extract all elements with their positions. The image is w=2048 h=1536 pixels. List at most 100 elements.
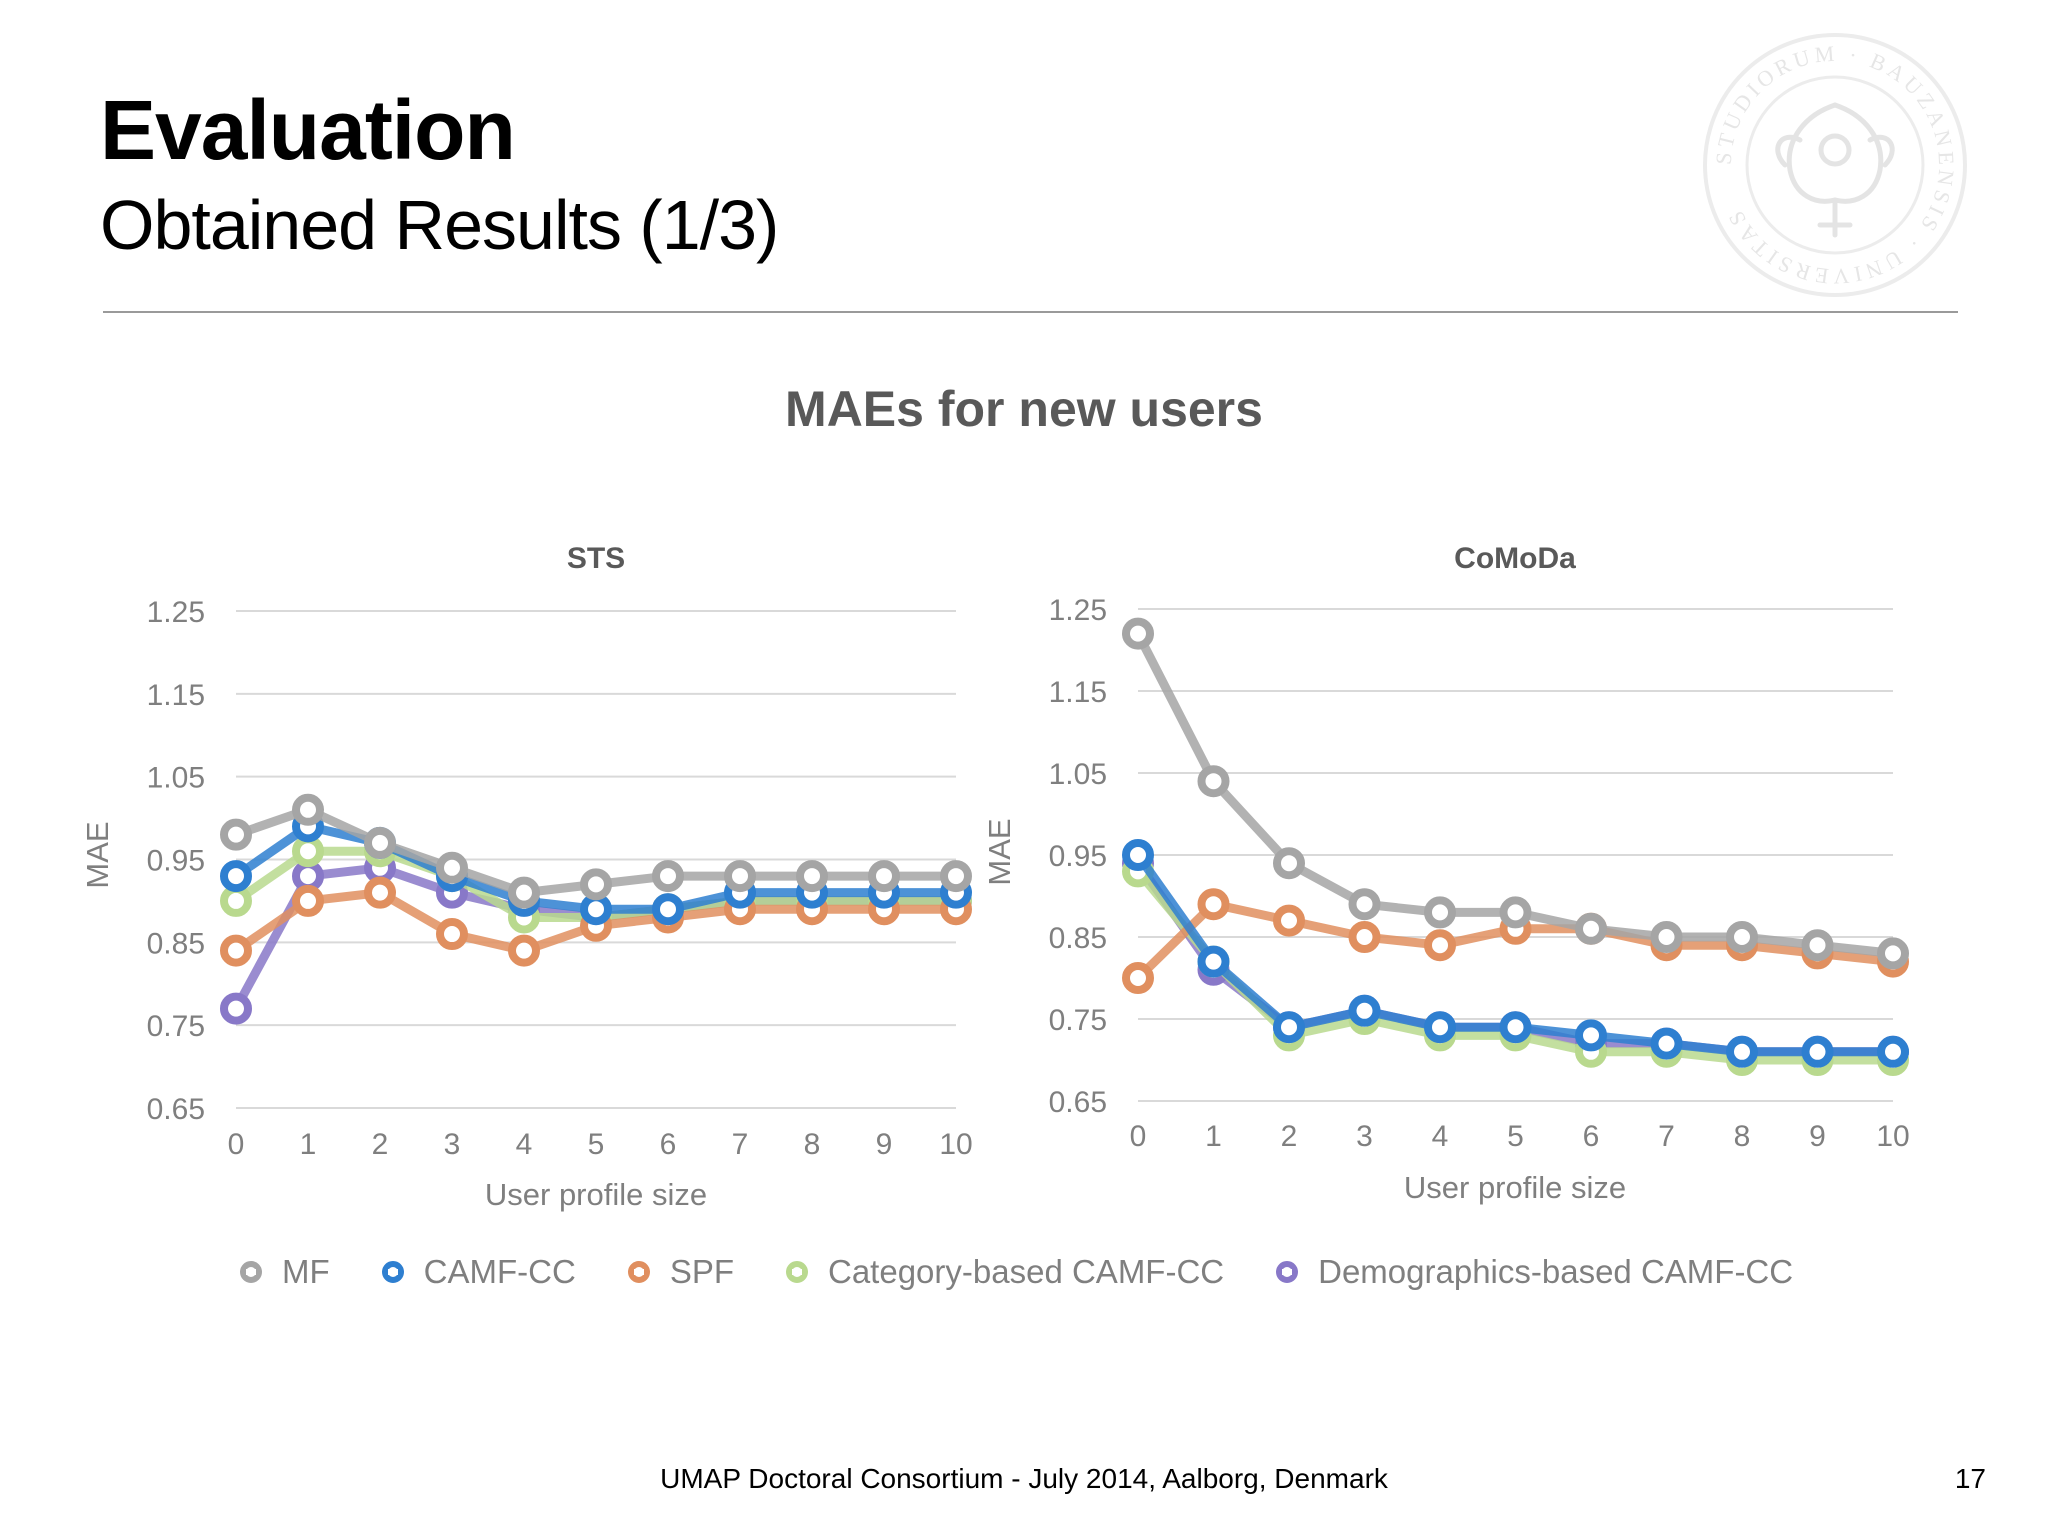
x-tick-label: 10 <box>939 1128 972 1161</box>
data-point <box>292 860 324 893</box>
x-axis-label: User profile size <box>485 1177 707 1212</box>
slide-title: Evaluation <box>100 83 516 177</box>
data-point <box>1424 1011 1456 1044</box>
legend-marker-icon <box>240 1261 262 1283</box>
legend-label: MF <box>282 1253 330 1290</box>
y-tick-label: 1.15 <box>147 679 205 712</box>
data-point <box>796 860 828 893</box>
data-point <box>292 884 324 917</box>
y-tick-label: 0.95 <box>147 845 205 878</box>
data-point <box>1348 994 1381 1027</box>
legend-item: SPF <box>627 1253 734 1291</box>
x-tick-label: 3 <box>1356 1120 1373 1153</box>
data-point <box>292 793 324 826</box>
x-tick-label: 10 <box>1876 1120 1909 1153</box>
series-mf <box>220 793 972 909</box>
x-tick-label: 2 <box>372 1128 389 1161</box>
data-point <box>364 826 396 859</box>
y-tick-label: 1.25 <box>147 596 205 629</box>
slide-subtitle: Obtained Results (1/3) <box>100 186 779 264</box>
data-point <box>1197 945 1230 978</box>
data-point <box>436 851 468 884</box>
data-point <box>220 884 252 917</box>
legend-marker-icon <box>627 1261 650 1283</box>
y-tick-label: 0.85 <box>1049 922 1107 955</box>
y-tick-label: 0.95 <box>1049 840 1107 873</box>
data-point <box>220 860 252 893</box>
x-tick-label: 6 <box>1583 1120 1600 1153</box>
data-point <box>1499 896 1532 929</box>
data-point <box>1122 617 1154 650</box>
data-point <box>436 918 468 951</box>
legend-marker-icon <box>381 1261 404 1283</box>
data-point <box>652 893 684 926</box>
x-tick-label: 7 <box>732 1128 749 1161</box>
chart-panel-comoda: CoMoDa 1.25 1.15 1.05 0.95 0.85 0.75 0.65 0 1 2 3 4 5… <box>982 542 1910 1205</box>
data-point <box>1801 929 1834 962</box>
data-point <box>1197 765 1230 798</box>
data-point <box>1273 1011 1305 1044</box>
y-axis-label: MAE <box>80 821 115 888</box>
data-point <box>1122 839 1154 871</box>
x-tick-label: 0 <box>228 1128 245 1161</box>
x-tick-label: 0 <box>1130 1120 1147 1153</box>
x-tick-label: 8 <box>804 1128 821 1161</box>
data-point <box>1650 921 1683 953</box>
data-point <box>1877 937 1909 970</box>
legend-marker-icon <box>1276 1261 1299 1283</box>
x-tick-label: 4 <box>1432 1120 1449 1153</box>
y-tick-label: 1.05 <box>1049 758 1107 791</box>
legend-marker-icon <box>786 1261 808 1283</box>
data-point <box>1801 1035 1834 1068</box>
y-tick-label: 0.65 <box>147 1093 205 1126</box>
data-point <box>508 876 540 909</box>
data-point <box>580 868 612 901</box>
y-axis-label: MAE <box>982 818 1017 885</box>
x-tick-label: 4 <box>516 1128 533 1161</box>
series-camf-cc <box>1122 839 1909 1068</box>
data-point <box>220 818 252 851</box>
x-tick-label: 1 <box>1205 1120 1222 1153</box>
series-mf <box>1122 617 1909 970</box>
data-point <box>364 876 396 909</box>
x-tick-label: 7 <box>1658 1120 1675 1153</box>
data-point <box>508 934 540 967</box>
x-tick-label: 1 <box>300 1128 317 1161</box>
chart-legend: MF CAMF-CC SPF Category-based CAMF-CC Demogr… <box>240 1253 1845 1291</box>
x-tick-label: 5 <box>1507 1120 1524 1153</box>
legend-label: CAMF-CC <box>423 1253 576 1290</box>
data-point <box>1650 1027 1683 1060</box>
data-point <box>1424 929 1456 962</box>
legend-item: Category-based CAMF-CC <box>786 1253 1224 1291</box>
x-tick-label: 8 <box>1734 1120 1751 1153</box>
legend-label: Category-based CAMF-CC <box>828 1253 1225 1290</box>
panel-title: STS <box>567 542 625 575</box>
data-point <box>220 934 252 967</box>
chart-heading: MAEs for new users <box>785 381 1263 437</box>
data-point <box>1726 921 1758 953</box>
legend-label: Demographics-based CAMF-CC <box>1318 1253 1794 1290</box>
title-divider <box>103 311 1958 313</box>
footer-text: UMAP Doctoral Consortium - July 2014, Aa… <box>660 1463 1388 1494</box>
x-tick-label: 5 <box>588 1128 605 1161</box>
data-point <box>1122 962 1154 994</box>
data-point <box>1877 1035 1909 1068</box>
data-point <box>940 860 972 893</box>
x-tick-label: 9 <box>876 1128 893 1161</box>
data-point <box>1197 888 1230 921</box>
legend-item: MF <box>240 1253 330 1291</box>
data-point <box>1499 1011 1532 1044</box>
university-seal-logo: STUDIORUM · BAUZANENSIS · UNIVERSITAS <box>1703 33 1967 297</box>
data-point <box>1424 896 1456 929</box>
legend-item: CAMF-CC <box>381 1253 576 1291</box>
data-point <box>220 992 252 1025</box>
data-point <box>1575 1019 1607 1052</box>
data-point <box>652 860 684 893</box>
legend-item: Demographics-based CAMF-CC <box>1276 1253 1793 1291</box>
x-axis-label: User profile size <box>1404 1170 1626 1205</box>
x-tick-label: 6 <box>660 1128 677 1161</box>
page-number: 17 <box>1954 1463 1986 1494</box>
y-tick-label: 1.25 <box>1049 594 1107 627</box>
y-tick-label: 0.75 <box>1049 1004 1107 1037</box>
